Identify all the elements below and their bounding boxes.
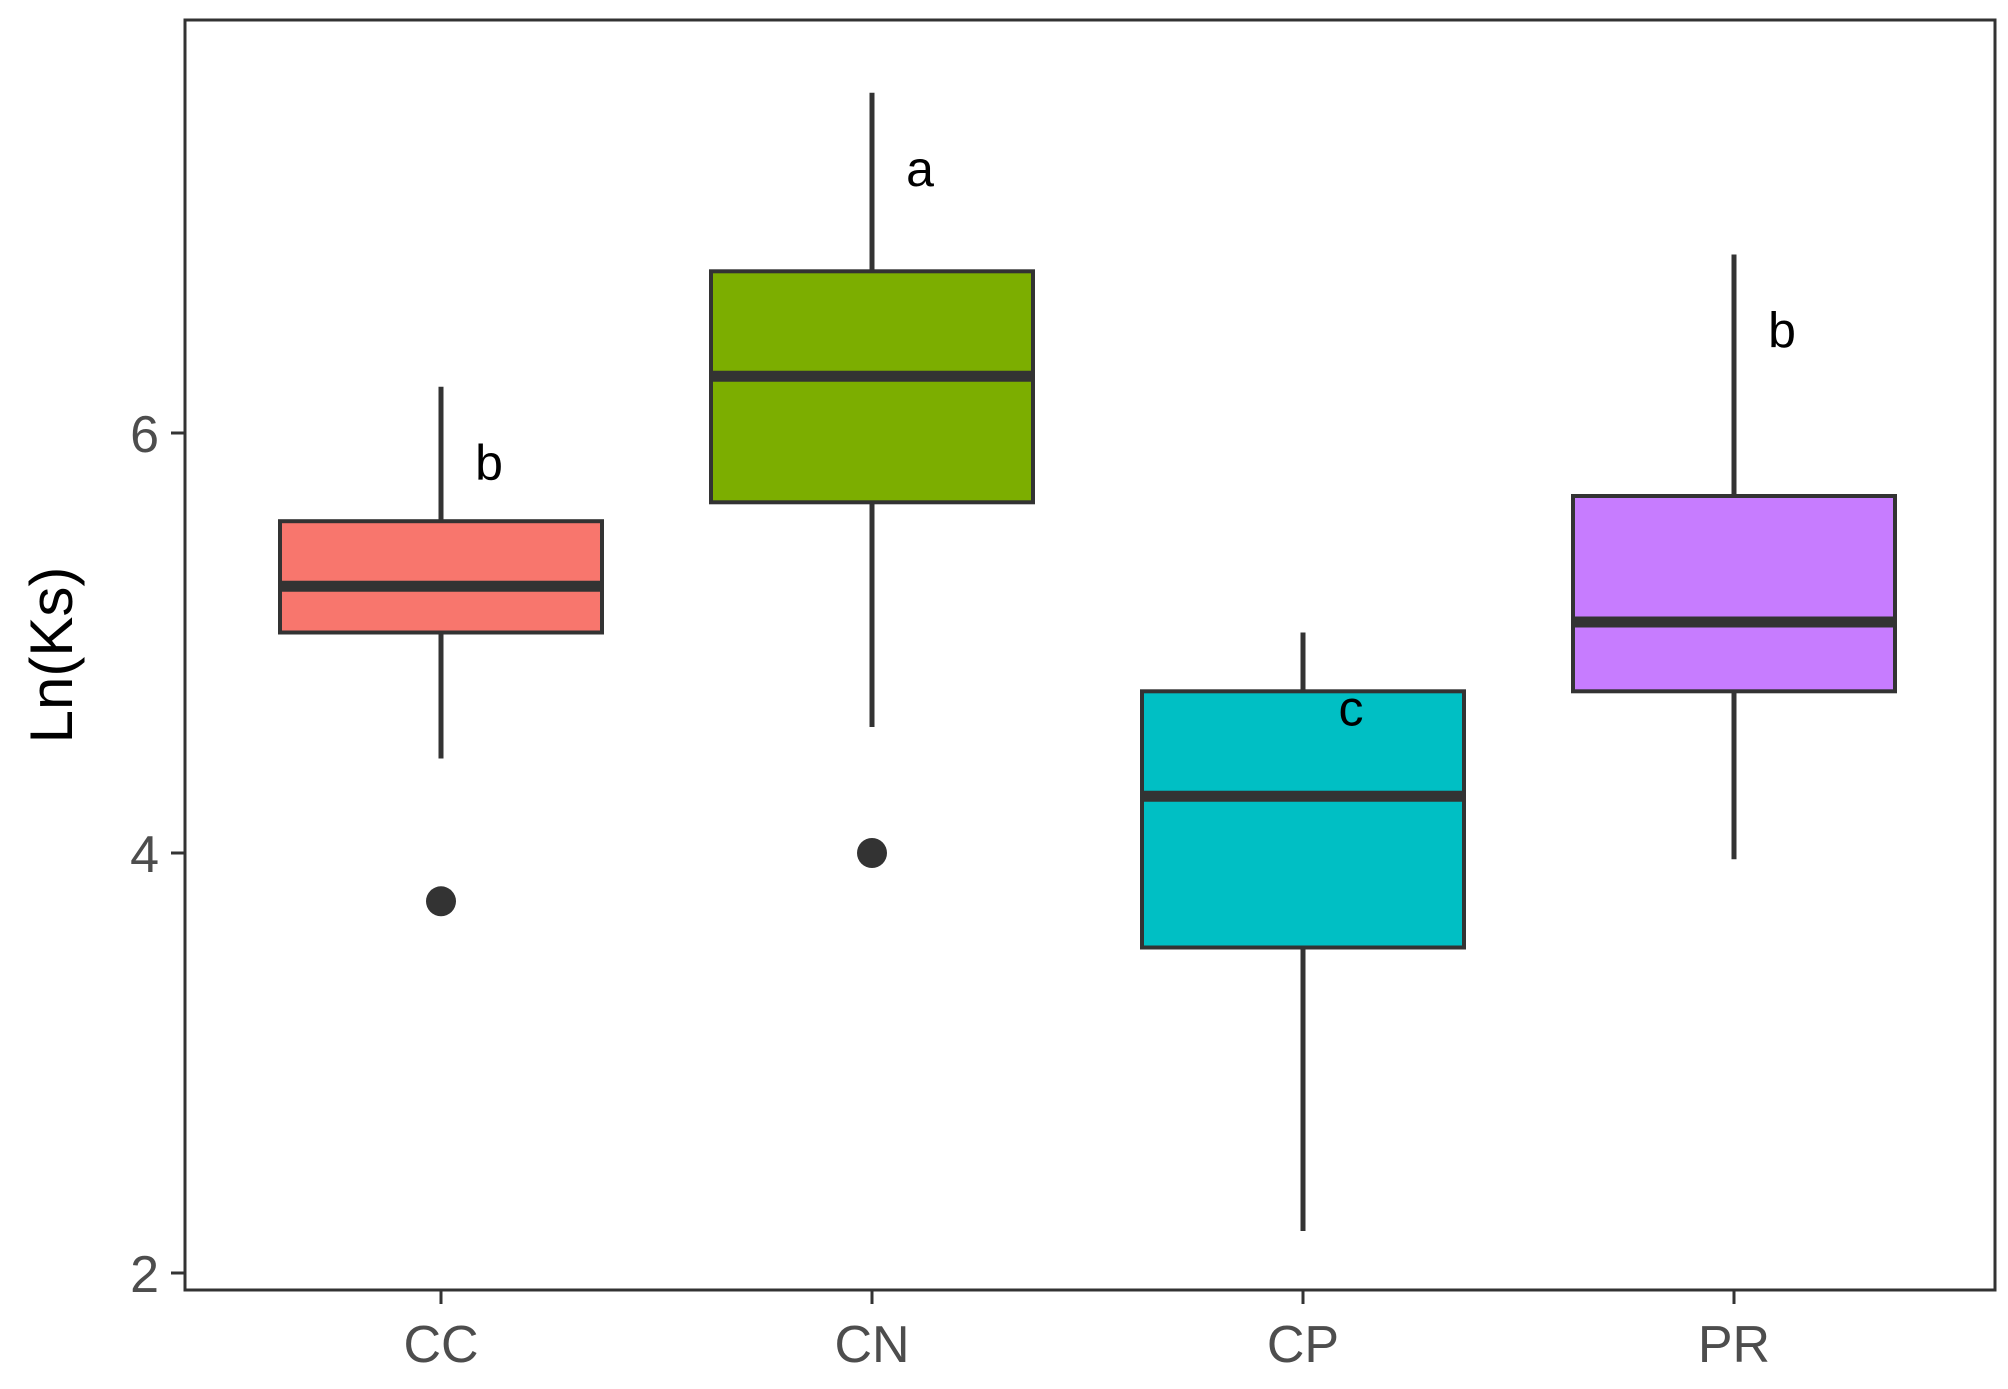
y-tick-label: 4 xyxy=(130,826,159,884)
x-tick-label: CC xyxy=(403,1316,478,1374)
y-axis: 2 4 6 xyxy=(130,406,185,1304)
outlier-point xyxy=(426,886,456,917)
significance-letter: b xyxy=(1768,303,1796,359)
y-tick-label: 6 xyxy=(130,406,159,464)
x-axis: CC CN CP PR xyxy=(403,1290,1770,1374)
y-tick-label: 2 xyxy=(130,1246,159,1304)
y-axis-label: Ln(Ks) xyxy=(18,567,85,744)
box-body xyxy=(1140,689,1466,950)
x-tick-label: CN xyxy=(834,1316,909,1374)
box-body xyxy=(1571,494,1897,694)
box-pr: b xyxy=(1571,254,1897,860)
box-cc: b xyxy=(278,386,604,917)
x-tick-label: PR xyxy=(1698,1316,1770,1374)
box-cn: a xyxy=(709,92,1035,868)
significance-letter: b xyxy=(475,435,503,491)
boxes-layer: b a c b xyxy=(278,92,1897,1231)
x-tick-label: CP xyxy=(1267,1316,1339,1374)
box-cp: c xyxy=(1140,632,1466,1231)
outlier-point xyxy=(857,838,887,868)
box-body xyxy=(278,519,604,635)
box-body xyxy=(709,269,1035,505)
significance-letter: c xyxy=(1339,681,1364,737)
significance-letter: a xyxy=(906,141,934,197)
